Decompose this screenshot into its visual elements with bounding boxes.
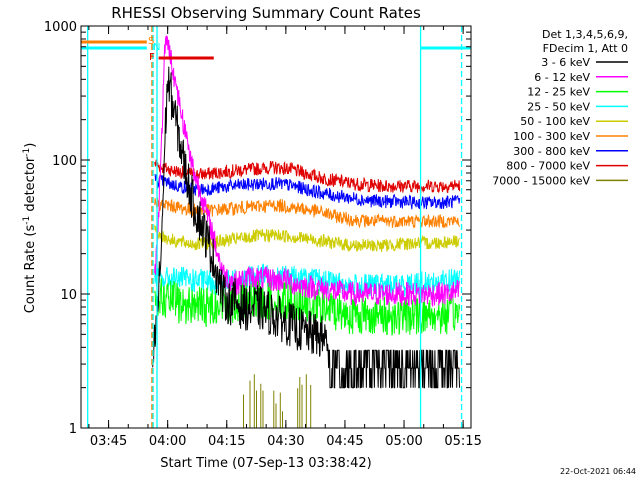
plot-area: SNF 03:45 04:00 04:15 04:30 04:45 05:00 05:15 1 1…: [44, 20, 482, 449]
legend-label: 3 - 6 keV: [541, 56, 590, 69]
y-tick-label: 1000: [44, 20, 77, 35]
y-axis-label-sup: -1: [22, 216, 32, 225]
y-axis-label: Count Rate (s-1 detector-1): [22, 143, 38, 314]
chart-title: RHESSI Observing Summary Count Rates: [111, 4, 421, 22]
legend-label: 12 - 25 keV: [527, 86, 590, 99]
y-axis-label-sup: -1: [22, 148, 32, 157]
series-line-800-7000-kev: [154, 159, 461, 194]
x-tick-label: 04:30: [267, 434, 304, 449]
legend-label: 50 - 100 keV: [520, 115, 590, 128]
x-tick-label: 04:45: [326, 434, 363, 449]
legend-header-line: FDecim 1, Att 0: [543, 42, 628, 55]
flag-letter-f: F: [149, 52, 155, 63]
series-line-300-800-kev: [154, 173, 461, 210]
legend-label: 6 - 12 keV: [534, 71, 590, 84]
legend-label: 800 - 7000 keV: [506, 160, 590, 173]
legend-label: 100 - 300 keV: [513, 130, 590, 143]
legend-label: 300 - 800 keV: [513, 145, 590, 158]
legend-header-line: Det 1,3,4,5,6,9,: [542, 28, 628, 41]
y-tick-label: 100: [52, 154, 77, 169]
x-tick-label: 05:15: [444, 434, 481, 449]
series-line-6-12-kev: [154, 34, 461, 308]
flag-letter-s: S: [148, 36, 154, 47]
legend-label: 25 - 50 keV: [527, 100, 590, 113]
y-axis-label-part: ): [23, 143, 38, 148]
x-tick-label: 04:00: [149, 434, 186, 449]
plot-frame: [80, 25, 472, 429]
y-axis-label-part: Count Rate (s: [23, 225, 38, 314]
y-axis-label-part: detector: [23, 156, 38, 216]
x-tick-label: 04:15: [208, 434, 245, 449]
series-line-100-300-kev: [154, 197, 461, 229]
x-axis-label: Start Time (07-Sep-13 03:38:42): [160, 456, 371, 471]
x-tick-label: 05:00: [385, 434, 422, 449]
series-line-12-25-kev: [154, 278, 461, 336]
legend: Det 1,3,4,5,6,9,FDecim 1, Att 03 - 6 keV…: [492, 28, 628, 187]
y-tick-label: 10: [60, 288, 77, 303]
series-line-3-6-kev: [152, 66, 460, 389]
footer-date: 22-Oct-2021 06:44: [560, 467, 636, 476]
y-tick-label: 1: [69, 422, 77, 437]
legend-label: 7000 - 15000 keV: [492, 174, 590, 187]
flag-letter-n: N: [153, 42, 160, 53]
series-line-7000-15000-kev: [243, 374, 312, 428]
x-tick-label: 03:45: [90, 434, 127, 449]
